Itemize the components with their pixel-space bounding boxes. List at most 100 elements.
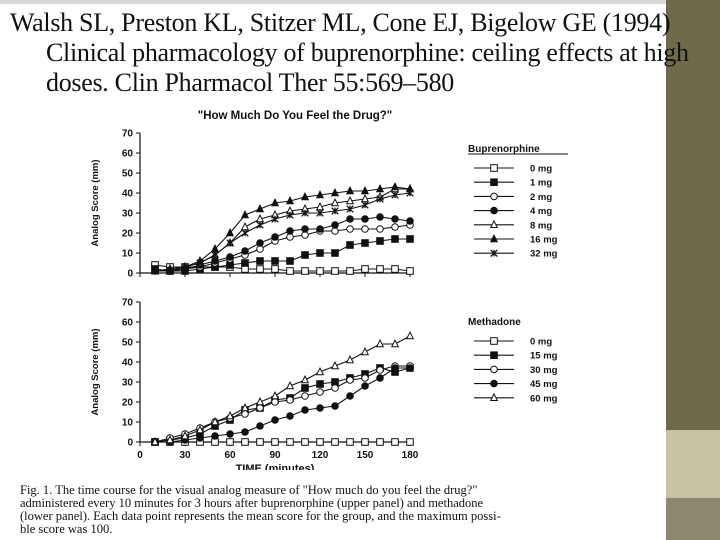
data-point — [271, 398, 279, 406]
data-point — [346, 438, 354, 446]
data-point — [301, 225, 309, 233]
x-tick-label: 0 — [137, 450, 143, 461]
data-point — [345, 185, 355, 195]
data-point — [376, 237, 384, 245]
data-point — [331, 402, 339, 410]
y-tick-label: 70 — [122, 298, 134, 309]
data-point — [180, 430, 190, 440]
data-point — [286, 396, 294, 404]
y-tick-label: 40 — [122, 358, 134, 369]
legend-marker — [490, 192, 498, 201]
data-point — [286, 257, 294, 265]
data-point — [346, 215, 354, 223]
data-point — [226, 253, 234, 261]
data-point — [211, 251, 219, 259]
legend-label: 32 mg — [530, 249, 558, 260]
data-point — [241, 428, 249, 436]
data-point — [196, 259, 204, 267]
y-tick-label: 0 — [127, 438, 133, 449]
data-point — [376, 225, 384, 233]
legend-label: 0 mg — [530, 164, 552, 175]
data-point — [270, 197, 280, 207]
data-point — [165, 434, 175, 444]
data-point — [331, 384, 339, 392]
data-point — [285, 195, 295, 205]
data-point — [406, 364, 414, 372]
data-point — [406, 267, 414, 275]
legend-label: 8 mg — [530, 220, 552, 231]
data-point — [301, 392, 309, 400]
legend-marker — [489, 219, 499, 228]
data-point — [391, 191, 399, 199]
series-line — [155, 192, 411, 272]
data-point — [331, 221, 339, 229]
data-point — [241, 247, 249, 255]
data-point — [360, 185, 370, 195]
data-point — [166, 267, 174, 275]
data-point — [241, 438, 249, 446]
caption-line-4: ble score was 100. — [20, 522, 113, 536]
data-point — [375, 183, 385, 193]
data-point — [286, 438, 294, 446]
data-point — [210, 416, 220, 426]
data-point — [406, 235, 414, 243]
data-point — [361, 201, 369, 209]
data-point — [331, 207, 339, 215]
data-point — [331, 249, 339, 257]
data-point — [316, 267, 324, 275]
data-point — [241, 259, 249, 267]
legend-label: 4 mg — [530, 206, 552, 217]
series-line — [155, 216, 411, 272]
data-point — [361, 225, 369, 233]
data-point — [345, 354, 355, 364]
data-point — [271, 233, 279, 241]
legend-marker — [490, 351, 498, 359]
legend-label: 60 mg — [530, 393, 558, 404]
data-point — [270, 390, 280, 400]
series-line — [154, 335, 411, 443]
data-point — [345, 195, 355, 205]
data-point — [346, 225, 354, 233]
data-point — [256, 438, 264, 446]
data-point — [361, 239, 369, 247]
data-point — [271, 265, 279, 273]
data-point — [226, 430, 234, 438]
caption-line-3: (lower panel). Each data point represent… — [20, 509, 501, 523]
data-point — [241, 410, 249, 418]
data-point — [271, 416, 279, 424]
top-rule — [0, 0, 666, 4]
data-point — [241, 229, 249, 237]
legend-marker — [489, 233, 499, 243]
legend-marker — [490, 178, 498, 187]
legend-label: 15 mg — [530, 351, 558, 362]
data-point — [301, 267, 309, 275]
figure-chart: 0 10 20 30 40 50 60 70 Analog Score (mm) "How Muc… — [90, 110, 568, 470]
side-bar-accent — [666, 430, 720, 498]
caption-line-1: Fig. 1. The time course for the visual a… — [20, 483, 478, 497]
data-point — [405, 330, 415, 340]
data-point — [316, 380, 324, 388]
data-point — [286, 227, 294, 235]
data-point — [316, 225, 324, 233]
x-axis-label: TIME (minutes) — [236, 463, 315, 470]
data-point — [301, 406, 309, 414]
data-point — [271, 257, 279, 265]
data-point — [331, 438, 339, 446]
data-point — [406, 438, 414, 446]
data-point — [256, 239, 264, 247]
y-tick-label: 50 — [122, 169, 134, 180]
legend-marker — [490, 379, 498, 388]
y-axis-label: Analog Score (mm) — [90, 159, 101, 246]
data-point — [226, 438, 234, 446]
y-axis-label: Analog Score (mm) — [90, 328, 101, 415]
series-line — [154, 188, 410, 272]
data-point — [181, 263, 189, 271]
y-tick-label: 30 — [122, 209, 134, 220]
data-point — [375, 338, 385, 348]
y-tick-label: 10 — [122, 418, 134, 429]
data-point — [376, 374, 384, 382]
data-point — [240, 402, 250, 412]
data-point — [391, 438, 399, 446]
data-point — [271, 438, 279, 446]
data-point — [256, 257, 264, 265]
